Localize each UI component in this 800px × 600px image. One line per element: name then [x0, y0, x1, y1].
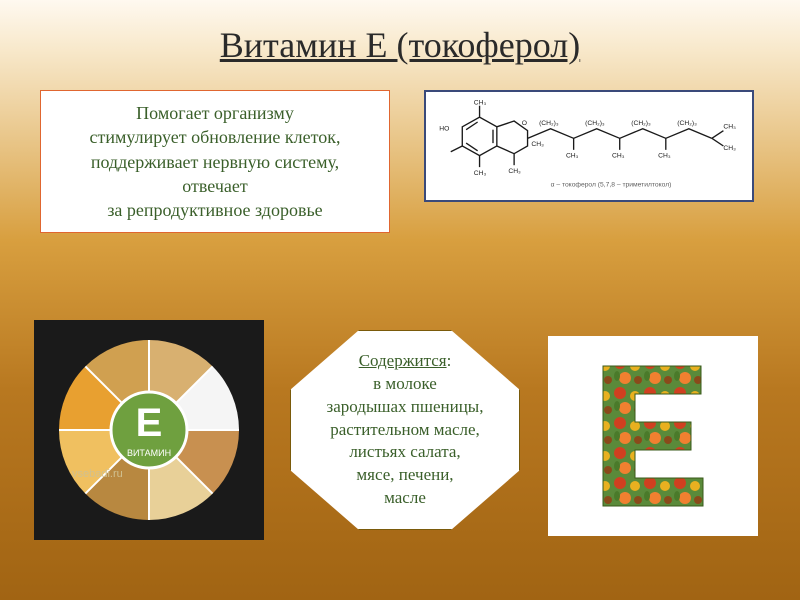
chem-label: CH₃ [474, 170, 487, 177]
slide-title: Витамин Е (токоферол) [0, 0, 800, 66]
chem-caption: α – токоферол (5,7,8 – триметилтокол) [551, 181, 672, 188]
chem-label: CH₃ [474, 100, 487, 107]
contains-line: в молоке [373, 373, 437, 396]
benefits-line: стимулирует обновление клеток, [49, 125, 381, 149]
chem-label: (CH₂)₃ [677, 120, 697, 127]
vitamin-sources-wheel-image: Е ВИТАМИН vsebadi.ru [34, 320, 264, 540]
chem-label: HO [439, 126, 449, 133]
contains-box: Содержится: в молоке зародышах пшеницы, … [290, 330, 520, 530]
chem-label: CH₃ [658, 153, 671, 160]
benefits-line: Помогает организму [49, 101, 381, 125]
chem-label: CH₃ [566, 153, 579, 160]
image-watermark: vsebadi.ru [72, 468, 123, 480]
benefits-box: Помогает организму стимулирует обновлени… [40, 90, 390, 233]
contains-line: листьях салата, [349, 441, 460, 464]
wheel-center-label: ВИТАМИН [127, 448, 171, 458]
chem-label: (CH₂)₃ [631, 120, 651, 127]
benefits-line: поддерживает нервную систему, [49, 150, 381, 174]
chem-label: (CH₂)₃ [585, 120, 605, 127]
contains-line: мясе, печени, [356, 464, 453, 487]
chem-label: O [522, 120, 527, 127]
chem-label: CH₃ [723, 145, 736, 152]
chem-label: CH₃ [612, 153, 625, 160]
contains-line: зародышах пшеницы, [327, 396, 484, 419]
chem-label: (CH₂)₃ [539, 120, 559, 127]
chem-label: CH₃ [531, 141, 544, 148]
chem-label: CH₃ [723, 124, 736, 131]
wheel-center-letter: Е [136, 401, 163, 445]
chem-label: CH₃ [508, 168, 521, 175]
vitamin-e-letter-image [548, 336, 758, 536]
chemical-structure-box: HO CH₃ CH₃ CH₃ O CH₃ (CH₂)₃ CH₃ (CH₂)₃ C… [424, 90, 754, 202]
contains-line: растительном масле, [330, 419, 480, 442]
contains-line: масле [384, 487, 426, 510]
contains-heading: Содержится [359, 351, 447, 370]
benefits-line: отвечает [49, 174, 381, 198]
benefits-line: за репродуктивное здоровье [49, 198, 381, 222]
tocopherol-structure-icon: HO CH₃ CH₃ CH₃ O CH₃ (CH₂)₃ CH₃ (CH₂)₃ C… [432, 98, 746, 194]
